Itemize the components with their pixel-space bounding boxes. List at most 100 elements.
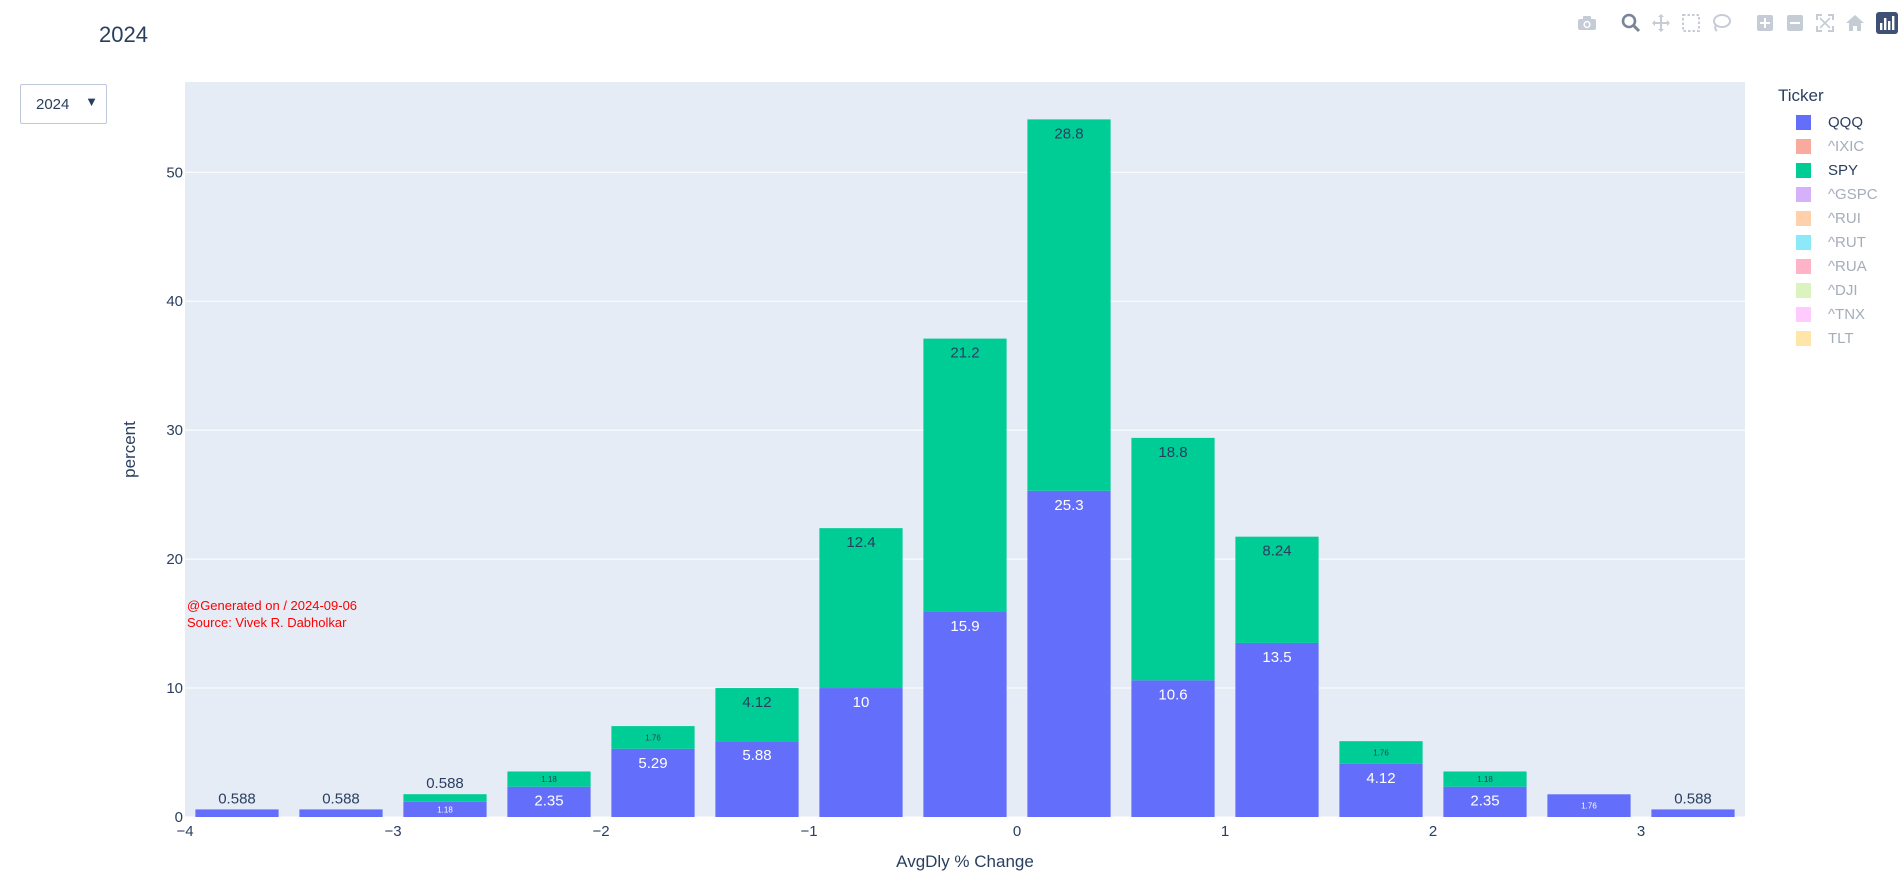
bar-label: 21.2 bbox=[950, 345, 979, 362]
bar-qqq bbox=[1339, 763, 1423, 817]
legend-item-rua[interactable]: ^RUA bbox=[1796, 254, 1878, 278]
bar-spy bbox=[923, 338, 1007, 612]
legend-label: ^DJI bbox=[1828, 281, 1858, 299]
bar-label: 0.588 bbox=[322, 790, 360, 807]
bar-label: 10.6 bbox=[1158, 686, 1187, 703]
legend-swatch bbox=[1796, 234, 1811, 250]
bar-label: 8.24 bbox=[1262, 543, 1291, 560]
bar-qqq bbox=[923, 611, 1007, 817]
legend-swatch bbox=[1796, 210, 1811, 226]
x-tick-label: 2 bbox=[1429, 823, 1437, 840]
bar-spy bbox=[1235, 536, 1319, 643]
legend-label: QQQ bbox=[1828, 113, 1864, 131]
y-axis-title: percent bbox=[120, 421, 139, 478]
legend-item-rui[interactable]: ^RUI bbox=[1796, 206, 1878, 230]
bar-qqq bbox=[507, 786, 591, 817]
bar-spy bbox=[507, 771, 591, 787]
zoom-icon[interactable] bbox=[1616, 8, 1646, 38]
bar-spy bbox=[611, 726, 695, 749]
reset-axes-icon[interactable] bbox=[1840, 8, 1870, 38]
legend-swatch bbox=[1796, 306, 1811, 322]
bar-label: 1.18 bbox=[1477, 775, 1493, 784]
bar-spy bbox=[1339, 741, 1423, 764]
year-dropdown-value: 2024 bbox=[36, 95, 70, 113]
bar-label: 4.12 bbox=[742, 694, 771, 711]
bar-label: 1.76 bbox=[1373, 749, 1389, 758]
zoom-in-icon[interactable] bbox=[1750, 8, 1780, 38]
legend: Ticker QQQ ^IXIC SPY ^GSPC ^RUI ^RUT ^RUA ^DJI ^… bbox=[1778, 86, 1878, 350]
legend-item-qqq[interactable]: QQQ bbox=[1796, 110, 1878, 134]
bar-qqq bbox=[715, 741, 799, 817]
legend-label: ^RUI bbox=[1828, 209, 1861, 227]
legend-item-ixic[interactable]: ^IXIC bbox=[1796, 134, 1878, 158]
bar-label: 2.35 bbox=[1470, 793, 1499, 810]
legend-swatch bbox=[1796, 282, 1811, 298]
source-annotation: @Generated on / 2024-09-06 Source: Vivek… bbox=[187, 597, 357, 631]
bar-label: 0.588 bbox=[426, 775, 464, 792]
legend-label: TLT bbox=[1828, 329, 1854, 347]
bar-label: 2.35 bbox=[534, 793, 563, 810]
x-tick-label: −4 bbox=[176, 823, 193, 840]
chevron-down-icon: ▼ bbox=[85, 94, 98, 109]
bar-spy bbox=[1131, 437, 1215, 681]
y-tick-label: 20 bbox=[166, 551, 183, 568]
annotation-source: Source: Vivek R. Dabholkar bbox=[187, 615, 347, 630]
y-tick-label: 40 bbox=[166, 293, 183, 310]
bar-spy bbox=[715, 688, 799, 742]
plotly-logo-icon[interactable] bbox=[1874, 10, 1900, 36]
x-axis-title: AvgDly % Change bbox=[896, 852, 1034, 871]
legend-label: ^IXIC bbox=[1828, 137, 1865, 155]
bar-qqq bbox=[1131, 680, 1215, 817]
bar-label: 28.8 bbox=[1054, 125, 1083, 142]
bar-label: 12.4 bbox=[846, 534, 875, 551]
legend-swatch bbox=[1796, 186, 1811, 202]
lasso-select-icon[interactable] bbox=[1706, 8, 1736, 38]
legend-item-spy[interactable]: SPY bbox=[1796, 158, 1878, 182]
autoscale-icon[interactable] bbox=[1810, 8, 1840, 38]
bar-label: 10 bbox=[853, 694, 870, 711]
legend-item-tlt[interactable]: TLT bbox=[1796, 326, 1878, 350]
camera-icon[interactable] bbox=[1572, 8, 1602, 38]
bar-qqq bbox=[195, 809, 279, 817]
y-tick-label: 0 bbox=[175, 809, 183, 826]
legend-label: SPY bbox=[1828, 161, 1859, 179]
legend-item-gspc[interactable]: ^GSPC bbox=[1796, 182, 1878, 206]
pan-icon[interactable] bbox=[1646, 8, 1676, 38]
annotation-generated: @Generated on / 2024-09-06 bbox=[187, 598, 358, 613]
legend-swatch bbox=[1796, 330, 1811, 346]
legend-item-tnx[interactable]: ^TNX bbox=[1796, 302, 1878, 326]
page-title: 2024 bbox=[99, 22, 148, 47]
x-tick-label: 3 bbox=[1637, 823, 1645, 840]
bar-qqq bbox=[1235, 642, 1319, 817]
x-tick-label: 0 bbox=[1013, 823, 1021, 840]
bar-label: 0.588 bbox=[218, 790, 256, 807]
legend-item-dji[interactable]: ^DJI bbox=[1796, 278, 1878, 302]
legend-label: ^RUA bbox=[1828, 257, 1867, 275]
bar-label: 4.12 bbox=[1366, 770, 1395, 787]
x-tick-label: −3 bbox=[384, 823, 401, 840]
zoom-out-icon[interactable] bbox=[1780, 8, 1810, 38]
legend-swatch bbox=[1796, 162, 1811, 178]
bar-label: 15.9 bbox=[950, 618, 979, 635]
legend-swatch bbox=[1796, 114, 1811, 130]
bar-label: 1.18 bbox=[541, 775, 557, 784]
legend-label: ^GSPC bbox=[1828, 185, 1878, 203]
bar-spy bbox=[819, 528, 903, 689]
box-select-icon[interactable] bbox=[1676, 8, 1706, 38]
bar-label: 5.29 bbox=[638, 755, 667, 772]
y-tick-label: 30 bbox=[166, 422, 183, 439]
x-tick-label: −1 bbox=[800, 823, 817, 840]
bar-spy bbox=[1027, 119, 1111, 491]
bar-qqq bbox=[1547, 794, 1631, 817]
year-dropdown[interactable]: 2024 ▼ bbox=[20, 84, 107, 124]
x-tick-label: −2 bbox=[592, 823, 609, 840]
bar-spy bbox=[403, 794, 487, 802]
legend-label: ^RUT bbox=[1828, 233, 1866, 251]
modebar bbox=[1572, 8, 1900, 38]
bar-qqq bbox=[299, 809, 383, 817]
bar-label: 18.8 bbox=[1158, 444, 1187, 461]
legend-swatch bbox=[1796, 138, 1811, 154]
legend-item-rut[interactable]: ^RUT bbox=[1796, 230, 1878, 254]
x-tick-label: 1 bbox=[1221, 823, 1229, 840]
